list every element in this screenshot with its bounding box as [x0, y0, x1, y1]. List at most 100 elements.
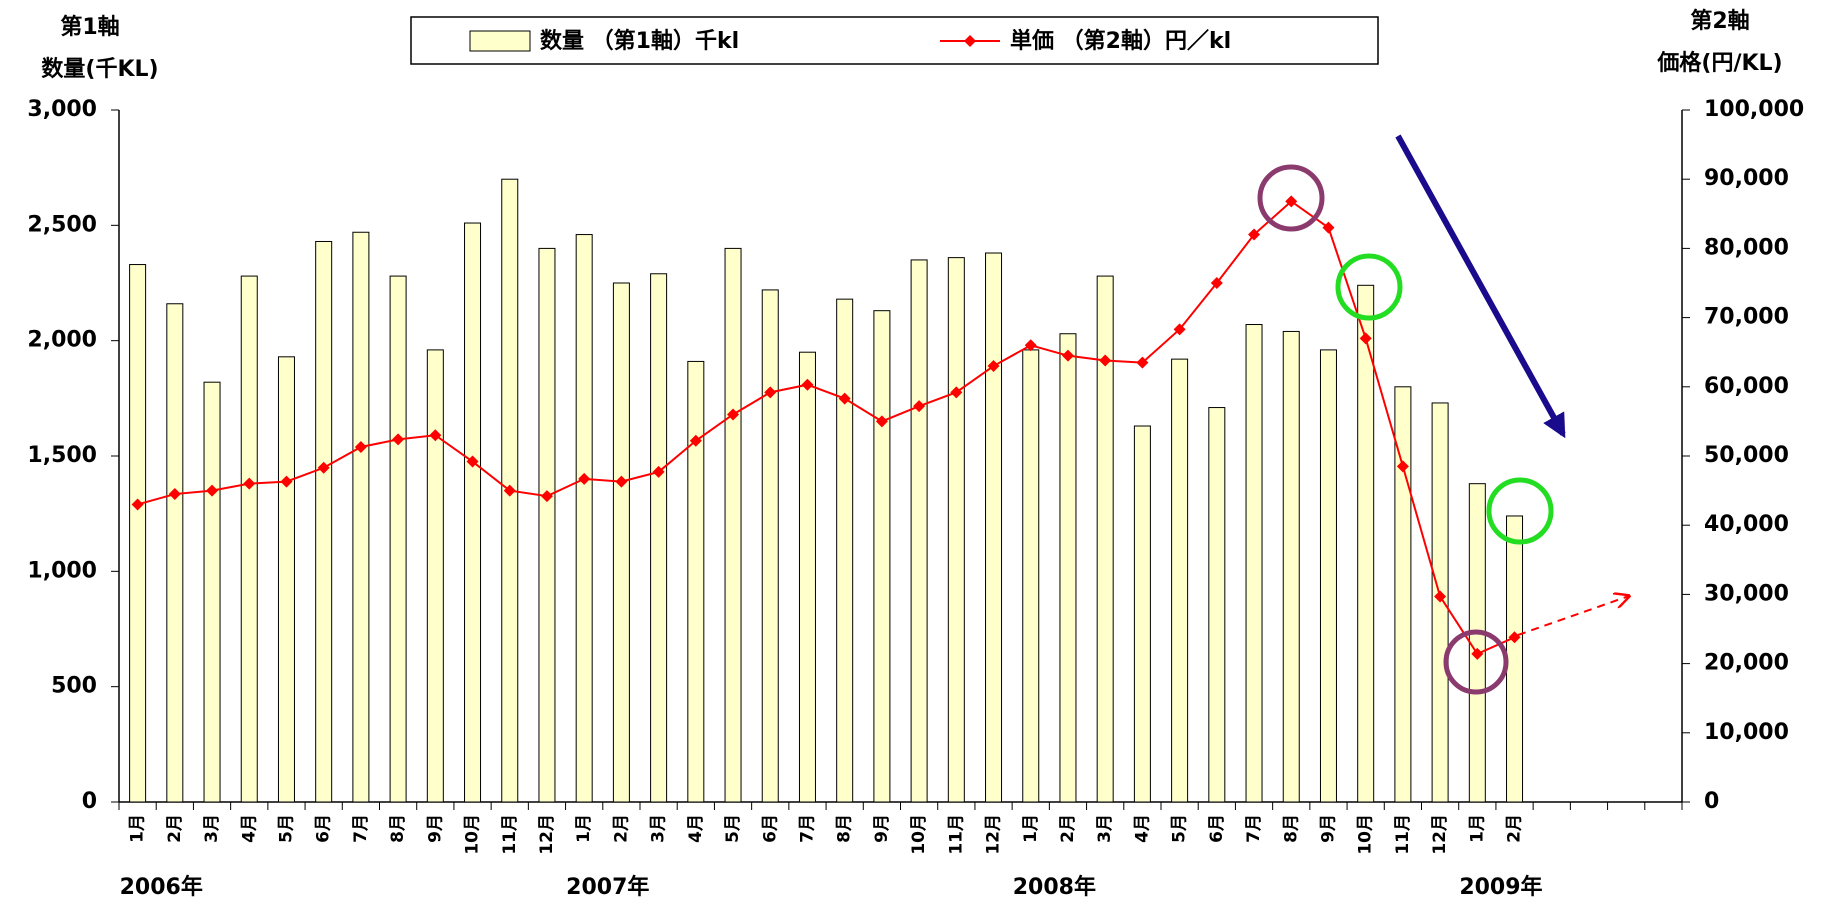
- price-marker: [168, 488, 181, 501]
- bar: [575, 234, 593, 803]
- bar: [1208, 407, 1226, 803]
- price-marker: [1248, 228, 1261, 241]
- bar: [315, 240, 333, 803]
- price-marker: [466, 455, 479, 468]
- y2-tick-label: 0: [1704, 789, 1719, 814]
- x-tick-label: 8月: [1281, 814, 1301, 843]
- price-marker: [578, 472, 591, 485]
- highlight-circle: [1443, 629, 1509, 695]
- bar: [129, 264, 147, 803]
- y-tick-label: 1,000: [27, 558, 97, 583]
- bar: [426, 349, 444, 803]
- price-marker: [1136, 356, 1149, 369]
- bar: [464, 222, 482, 803]
- bar: [1319, 349, 1337, 803]
- bar: [1059, 333, 1077, 803]
- bar: [836, 298, 854, 803]
- x-tick-label: 2月: [1505, 814, 1525, 843]
- bar: [1506, 515, 1524, 803]
- x-tick-label: 12月: [537, 814, 557, 855]
- y2-tick-label: 80,000: [1704, 235, 1789, 260]
- bar: [352, 231, 370, 803]
- year-label: 2006年: [120, 874, 203, 900]
- y2-tick-label: 60,000: [1704, 374, 1789, 399]
- bar: [1096, 275, 1114, 803]
- price-marker: [1061, 349, 1074, 362]
- bar: [1171, 358, 1189, 803]
- price-marker: [1434, 590, 1447, 603]
- y2-tick-label: 10,000: [1704, 720, 1789, 745]
- price-marker: [875, 415, 888, 428]
- x-tick-label: 3月: [202, 814, 222, 843]
- x-tick-label: 1月: [128, 814, 148, 843]
- price-marker: [317, 461, 330, 474]
- bar: [1357, 284, 1375, 803]
- price-marker: [1508, 631, 1521, 644]
- bar: [687, 360, 705, 803]
- y-axis-label: 数量(千KL): [41, 56, 158, 82]
- x-tick-label: 10月: [1356, 814, 1376, 855]
- y-tick-label: 0: [82, 789, 97, 814]
- bar: [1133, 425, 1151, 803]
- bar: [240, 275, 258, 803]
- year-label: 2009年: [1459, 874, 1542, 900]
- price-marker: [1099, 354, 1112, 367]
- price-marker: [1322, 221, 1335, 234]
- price-marker: [1285, 195, 1298, 208]
- x-tick-label: 3月: [1095, 814, 1115, 843]
- price-marker: [950, 386, 963, 399]
- bar: [277, 356, 295, 803]
- x-tick-label: 11月: [500, 814, 520, 855]
- price-marker: [1210, 277, 1223, 289]
- x-tick-label: 1月: [1021, 814, 1041, 843]
- y-tick-label: 500: [51, 674, 97, 699]
- price-marker: [1359, 332, 1372, 345]
- x-tick-label: 6月: [760, 814, 780, 843]
- x-tick-label: 7月: [797, 814, 817, 843]
- bar: [650, 273, 668, 803]
- bar: [873, 310, 891, 803]
- bar: [985, 252, 1003, 803]
- bar: [947, 257, 965, 803]
- price-marker: [1024, 339, 1037, 352]
- x-tick-label: 11月: [1393, 814, 1413, 855]
- bar: [538, 247, 556, 803]
- y2-axis-label: 価格(円/KL): [1656, 50, 1782, 76]
- bar: [1394, 386, 1412, 803]
- price-marker: [727, 408, 740, 421]
- x-tick-label: 1月: [574, 814, 594, 843]
- x-tick-label: 12月: [984, 814, 1004, 855]
- price-marker: [206, 484, 219, 497]
- x-tick-label: 4月: [239, 814, 259, 843]
- price-marker: [429, 429, 442, 442]
- highlight-circle: [1486, 477, 1554, 545]
- bar: [1282, 330, 1300, 803]
- bar: [724, 247, 742, 803]
- y-tick-label: 1,500: [27, 443, 97, 468]
- y2-tick-label: 40,000: [1704, 512, 1789, 537]
- x-tick-label: 9月: [872, 814, 892, 843]
- bar: [1468, 483, 1486, 803]
- legend-box: [410, 16, 1379, 65]
- x-tick-label: 4月: [686, 814, 706, 843]
- y2-tick-label: 50,000: [1704, 443, 1789, 468]
- y2-tick-label: 20,000: [1704, 651, 1789, 676]
- price-marker: [1396, 460, 1409, 473]
- legend-label: 数量 （第1軸）千kl: [540, 28, 739, 54]
- bar: [798, 351, 816, 803]
- price-marker: [131, 498, 144, 511]
- x-tick-label: 12月: [1430, 814, 1450, 855]
- bar: [1022, 349, 1040, 803]
- x-tick-label: 10月: [909, 814, 929, 855]
- x-tick-label: 1月: [1467, 814, 1487, 843]
- y2-axis-label-top: 第2軸: [1690, 8, 1749, 34]
- x-tick-label: 3月: [649, 814, 669, 843]
- legend-label: 単価 （第2軸）円／kl: [1010, 28, 1231, 54]
- highlight-circle: [1257, 164, 1325, 232]
- x-tick-label: 9月: [425, 814, 445, 843]
- y2-tick-label: 30,000: [1704, 581, 1789, 606]
- x-tick-label: 7月: [1244, 814, 1264, 843]
- x-tick-label: 11月: [946, 814, 966, 855]
- trend-arrow: [1395, 134, 1566, 439]
